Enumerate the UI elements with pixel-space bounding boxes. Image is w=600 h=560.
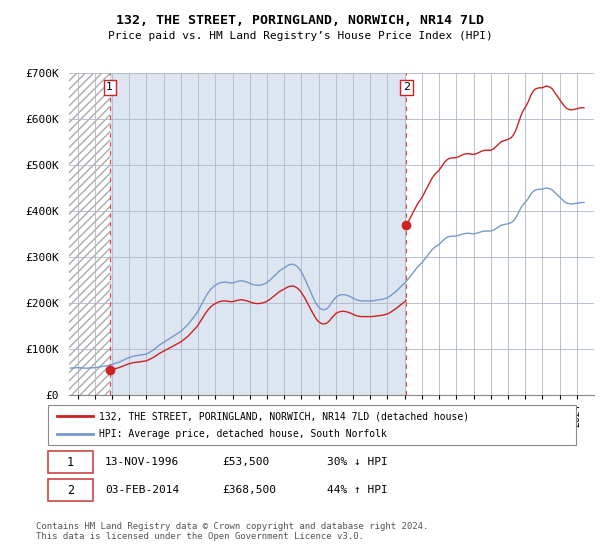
Text: 2: 2 [403,82,410,92]
Text: Contains HM Land Registry data © Crown copyright and database right 2024.
This d: Contains HM Land Registry data © Crown c… [36,522,428,542]
Text: £368,500: £368,500 [222,485,276,495]
Text: 30% ↓ HPI: 30% ↓ HPI [327,457,388,467]
Text: 132, THE STREET, PORINGLAND, NORWICH, NR14 7LD: 132, THE STREET, PORINGLAND, NORWICH, NR… [116,14,484,27]
Text: HPI: Average price, detached house, South Norfolk: HPI: Average price, detached house, Sout… [99,429,387,439]
Bar [69,73,110,395]
Text: 1: 1 [67,455,74,469]
Text: £53,500: £53,500 [222,457,269,467]
Text: 13-NOV-1996: 13-NOV-1996 [105,457,179,467]
Bar [110,73,406,395]
Bar [406,73,594,395]
Bar [69,73,110,395]
Text: 1: 1 [106,82,113,92]
Text: 44% ↑ HPI: 44% ↑ HPI [327,485,388,495]
Text: 03-FEB-2014: 03-FEB-2014 [105,485,179,495]
Text: Price paid vs. HM Land Registry’s House Price Index (HPI): Price paid vs. HM Land Registry’s House … [107,31,493,41]
Text: 132, THE STREET, PORINGLAND, NORWICH, NR14 7LD (detached house): 132, THE STREET, PORINGLAND, NORWICH, NR… [99,411,469,421]
Text: 2: 2 [67,483,74,497]
